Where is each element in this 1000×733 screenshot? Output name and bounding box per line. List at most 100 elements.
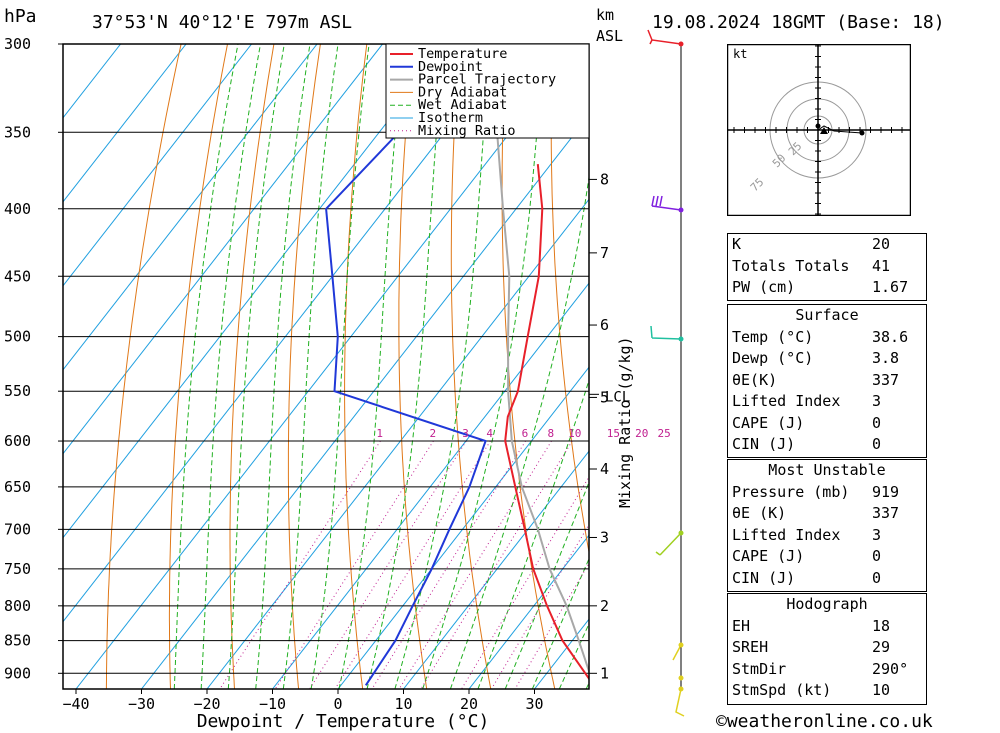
parcel-trajectory-line <box>496 71 589 675</box>
most-unstable-title: Most Unstable <box>768 461 886 479</box>
stat-name: K <box>732 235 742 253</box>
wet-adiabat-line <box>366 44 445 689</box>
surface-title: Surface <box>795 306 859 324</box>
height-tick-label: 6 <box>600 316 609 334</box>
dry-adiabat-line <box>398 44 428 689</box>
wet-adiabat-line <box>255 44 311 689</box>
mixing-ratio-line <box>461 476 589 689</box>
wind-barb <box>672 644 682 661</box>
indices-table: K 20 Totals Totals 41 PW (cm) 1.67 <box>727 233 927 301</box>
pressure-tick-label: 450 <box>4 267 31 285</box>
wet-adiabat-line <box>200 44 261 689</box>
wet-adiabat-line <box>394 44 491 689</box>
isotherm-line <box>272 282 589 689</box>
legend-entry: Dry Adiabat <box>418 84 507 100</box>
height-tick-label: 1 <box>600 664 609 682</box>
mixing-ratio-label: 8 <box>548 427 555 440</box>
dry-adiabat-line <box>550 44 589 555</box>
stat-name: EH <box>732 616 751 635</box>
height-tick-label: 3 <box>600 528 609 546</box>
hodograph-point <box>815 123 821 129</box>
legend-entry: Parcel Trajectory <box>418 72 556 88</box>
stat-row: Lifted Index 3 <box>728 391 926 413</box>
stat-value: 38.6 <box>872 327 909 346</box>
stat-name: Dewp (°C) <box>732 349 814 367</box>
stat-name: Totals Totals <box>732 256 850 275</box>
pressure-tick-label: 300 <box>4 35 31 53</box>
footer-credit[interactable]: ©weatheronline.co.uk <box>716 711 933 732</box>
legend-box <box>385 43 590 139</box>
isotherm-line <box>337 366 589 689</box>
hodograph-unit: kt <box>733 47 747 61</box>
stat-value: 0 <box>872 413 882 432</box>
x-tick-label: 10 <box>394 695 412 713</box>
isotherm-line <box>468 534 589 689</box>
stat-row: CIN (J) 0 <box>728 434 926 456</box>
mixing-ratio-label: 4 <box>486 427 493 440</box>
isotherm-line <box>141 114 589 689</box>
height-tick-label: 2 <box>600 597 609 615</box>
hodograph-trace <box>817 125 863 134</box>
wet-adiabat-line <box>477 378 589 689</box>
legend-entry: Dewpoint <box>418 59 483 75</box>
dry-adiabat-line <box>599 44 684 692</box>
datetime-label: 19.08.2024 18GMT (Base: 18) <box>652 12 945 33</box>
stat-name: CAPE (J) <box>732 413 805 432</box>
x-tick-label: 30 <box>525 695 543 713</box>
stat-row: Totals Totals 41 <box>728 256 926 278</box>
pressure-tick-label: 500 <box>4 328 31 346</box>
wind-barb <box>655 532 682 556</box>
height-tick-label: 4 <box>600 460 609 478</box>
dry-adiabat-line <box>287 44 321 689</box>
isotherm-line <box>63 44 318 371</box>
dry-adiabat-line <box>168 44 228 689</box>
stat-name: PW (cm) <box>732 278 796 296</box>
stat-value: 0 <box>872 547 882 565</box>
stat-name: CIN (J) <box>732 435 796 453</box>
x-tick-label: 0 <box>333 695 342 713</box>
mixing-ratio-line <box>371 440 527 689</box>
legend-entry: Isotherm <box>418 110 483 126</box>
isotherm-line <box>63 44 383 455</box>
isotherm-line <box>63 44 449 539</box>
pressure-tick-label: 400 <box>4 200 31 218</box>
wet-adiabat-line <box>338 44 405 689</box>
pressure-tick-label: 750 <box>4 560 31 578</box>
height-tick-label: 5 <box>600 388 609 406</box>
mixing-ratio-label: 15 <box>607 427 620 440</box>
wind-barb <box>650 325 682 340</box>
stat-value: 290° <box>872 659 909 678</box>
wet-adiabat-line <box>282 44 339 689</box>
stat-row: CAPE (J) 0 <box>728 546 926 568</box>
height-unit-km: km <box>596 6 615 24</box>
copyright-icon: © <box>716 711 727 732</box>
x-tick-label: −30 <box>128 695 155 713</box>
pressure-tick-label: 600 <box>4 432 31 450</box>
site-link[interactable]: weatheronline.co.uk <box>726 711 933 732</box>
x-axis-title: Dewpoint / Temperature (°C) <box>197 711 490 732</box>
stat-name: θE (K) <box>732 504 787 522</box>
stat-row: Temp (°C) 38.6 <box>728 327 926 349</box>
dry-adiabat-line <box>501 44 556 689</box>
stat-name: Temp (°C) <box>732 327 814 346</box>
x-tick-label: 20 <box>460 695 478 713</box>
legend-entry: Temperature <box>418 46 507 62</box>
stat-row: K 20 <box>728 234 926 256</box>
pressure-tick-label: 800 <box>4 597 31 615</box>
wet-adiabat-line <box>449 173 589 689</box>
stat-value: 0 <box>872 435 882 453</box>
stat-value: 18 <box>872 616 891 635</box>
isotherm-line <box>63 44 252 287</box>
wet-adiabat-line <box>310 44 370 689</box>
stat-name: StmDir <box>732 659 787 678</box>
mixing-ratio-line <box>398 440 552 689</box>
legend-entry: Mixing Ratio <box>418 123 516 139</box>
stat-name: θE(K) <box>732 370 778 389</box>
dry-adiabat-line <box>971 44 1000 692</box>
mixing-ratio-label: 3 <box>462 427 469 440</box>
isotherm-line <box>63 44 187 203</box>
stat-row: StmSpd (kt) 10 <box>728 680 926 702</box>
surface-table: Surface Temp (°C) 38.6 Dewp (°C) 3.8 θE(K) 33… <box>727 304 927 458</box>
mixing-ratio-label: 25 <box>658 427 671 440</box>
